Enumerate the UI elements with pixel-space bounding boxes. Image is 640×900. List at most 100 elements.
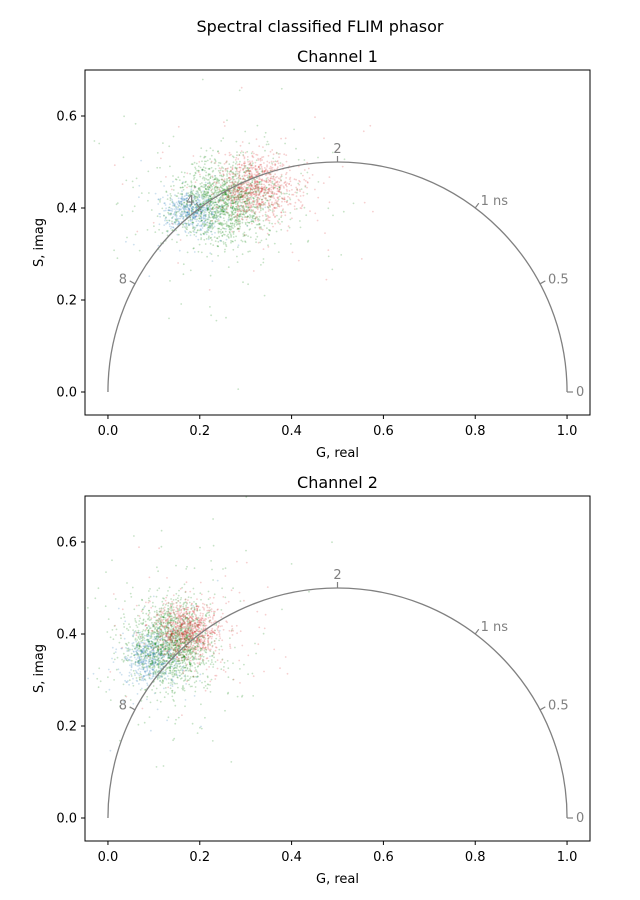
data-point [250,209,253,211]
data-point [260,226,262,229]
data-point [275,185,278,187]
data-point [182,665,185,667]
data-point [167,624,170,627]
data-point [200,238,203,241]
data-point [223,205,226,207]
data-point [242,154,245,156]
data-point [229,192,232,195]
data-point [180,200,183,203]
data-point [142,608,144,611]
data-point [228,154,231,157]
data-point [271,182,274,185]
data-point [285,185,288,188]
data-point [192,217,195,220]
data-point [163,202,166,205]
data-point [270,203,273,206]
data-point [236,189,239,191]
data-point [159,667,162,670]
data-point [249,190,252,192]
data-point [142,658,145,661]
data-point [220,216,223,219]
data-point [211,225,213,228]
data-point [272,175,275,178]
data-point [185,634,188,636]
data-point [220,174,223,177]
data-point [230,197,233,199]
data-point [234,191,237,194]
data-point [184,662,187,664]
data-point [255,192,258,195]
data-point [273,183,276,185]
data-point [192,202,194,204]
data-point [227,205,229,208]
data-point [265,218,268,221]
data-point [258,194,260,196]
data-point [202,214,205,217]
data-point [264,211,267,214]
data-point [170,195,173,197]
data-point [140,159,143,162]
data-point [234,646,236,649]
data-point [163,614,166,617]
data-point [262,194,265,197]
data-point [258,203,261,206]
data-point [173,700,175,702]
data-point [262,194,265,197]
data-point [222,205,224,208]
data-point [236,196,238,199]
data-point [165,216,167,219]
data-point [197,171,200,174]
data-point [151,672,154,675]
data-point [190,634,193,637]
data-point [147,673,150,675]
data-point [204,685,207,687]
data-point [244,190,247,192]
data-point [148,660,151,663]
data-point [197,658,200,660]
data-point [234,193,237,195]
data-point [153,670,156,673]
data-point [186,211,189,214]
data-point [284,180,287,183]
data-point [236,199,239,201]
data-point [142,619,145,622]
data-point [184,212,186,214]
data-point [171,217,173,220]
data-point [181,182,184,185]
data-point [290,243,292,245]
data-point [222,174,225,176]
data-point [150,650,153,653]
data-point [180,597,183,599]
data-point [166,194,169,197]
data-point [212,244,215,247]
data-point [182,686,184,688]
data-point [183,689,186,692]
data-point [219,211,221,213]
data-point [146,667,149,670]
data-point [280,175,283,178]
data-point [235,167,238,170]
data-point [198,220,201,223]
data-point [148,669,151,672]
data-point [181,210,183,213]
data-point [240,195,243,197]
data-point [256,181,259,184]
data-point [295,147,297,150]
data-point [224,596,227,599]
data-point [225,193,228,195]
data-point [204,230,206,233]
data-point [208,173,211,176]
data-point [209,195,212,198]
data-point [258,172,261,175]
data-point [226,203,228,205]
data-point [216,186,219,189]
data-point [246,193,249,196]
data-point [161,663,164,666]
data-point [235,177,238,180]
data-point [147,634,150,637]
data-point [133,632,136,634]
data-point [230,202,233,205]
data-point [136,652,139,654]
data-point [148,677,151,680]
data-point [228,218,231,221]
